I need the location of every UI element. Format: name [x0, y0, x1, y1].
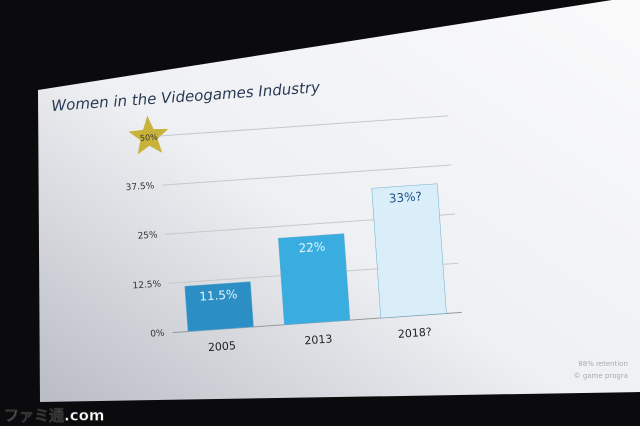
x-tick-label: 2005: [208, 339, 237, 354]
star: [128, 115, 169, 155]
bar: [278, 233, 351, 326]
x-tick-label: 2018?: [397, 325, 432, 340]
value-label: 33%?: [388, 189, 422, 205]
x-tick-label: 2013: [304, 332, 333, 347]
slide: [38, 0, 640, 402]
bar: [184, 281, 254, 332]
y-tick-label: 50%: [140, 133, 159, 143]
bar: [371, 183, 447, 319]
y-tick-label: 37.5%: [125, 181, 155, 193]
grid-line: [162, 164, 452, 186]
y-tick-label: 25%: [137, 230, 158, 241]
y-tick-label: 0%: [150, 329, 165, 340]
footnote: © game progra: [574, 372, 628, 380]
grid-line: [158, 115, 449, 137]
footnote: 88% retention: [578, 360, 628, 368]
chart: Women in the Videogames Industry 0%12.5%…: [51, 78, 462, 354]
value-label: 22%: [298, 240, 326, 256]
y-tick-label: 12.5%: [132, 279, 162, 291]
watermark: ファミ通.com: [4, 407, 105, 425]
value-label: 11.5%: [199, 287, 238, 304]
